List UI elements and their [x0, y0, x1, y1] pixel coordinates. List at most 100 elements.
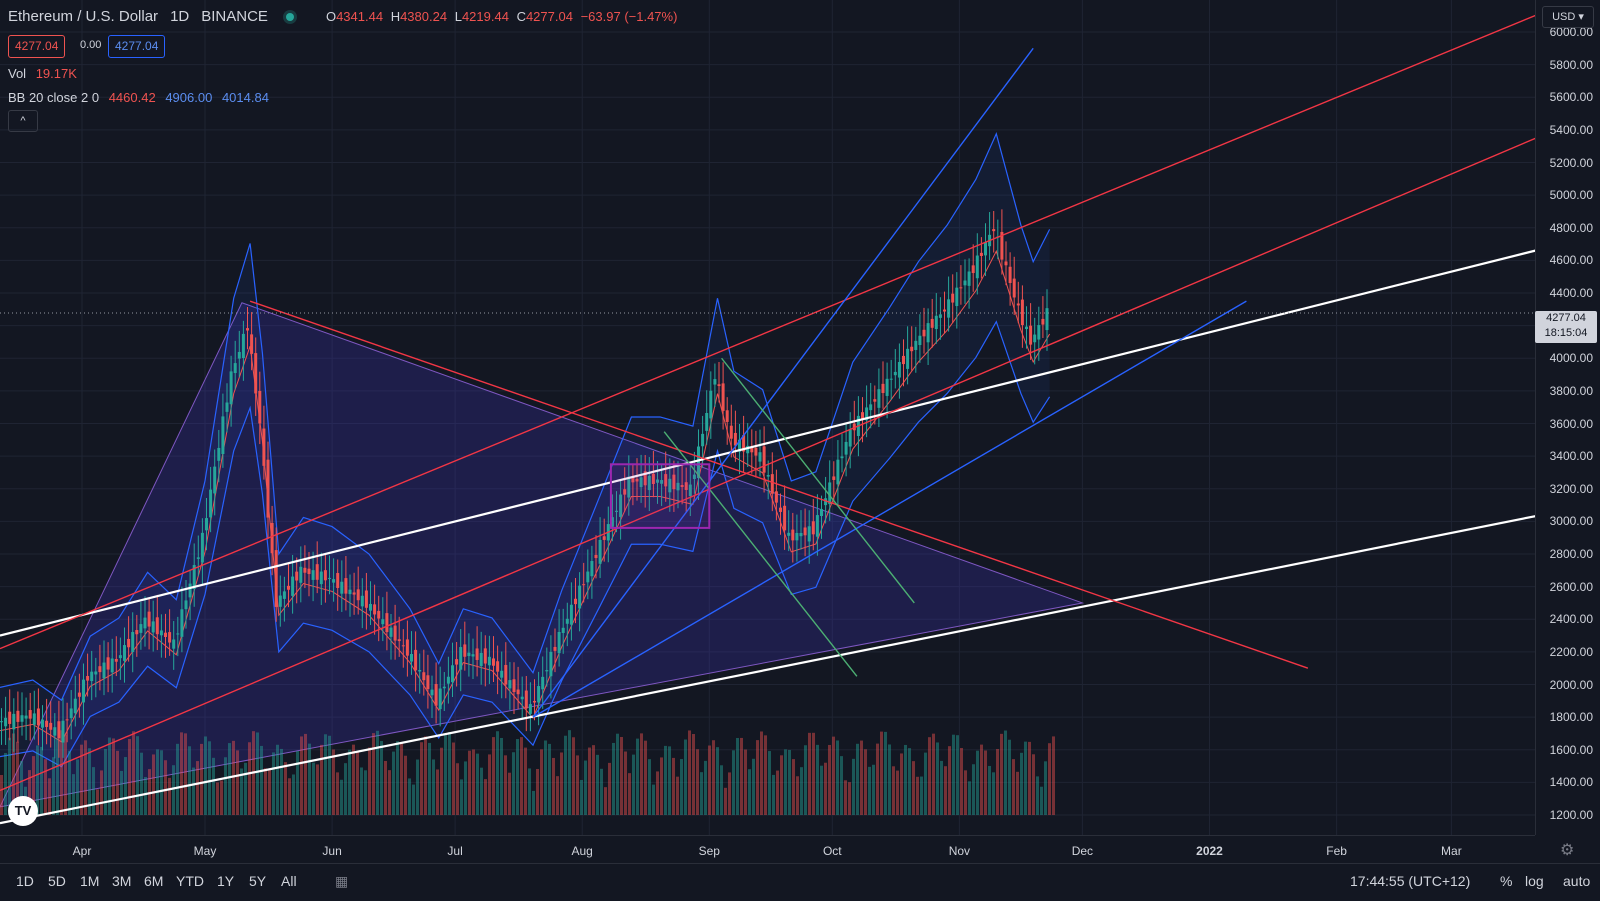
- price-axis-label: 1400.00: [1549, 775, 1593, 790]
- chart-area[interactable]: [0, 0, 1535, 835]
- candle-body: [1025, 326, 1028, 330]
- price-axis-label: 2800.00: [1549, 547, 1593, 561]
- volume-bar: [736, 737, 739, 815]
- candle-body: [438, 688, 442, 710]
- volume-bar: [48, 778, 51, 815]
- timeframe-button[interactable]: 5D: [48, 873, 66, 889]
- candle-body: [512, 679, 516, 693]
- candle-body: [668, 478, 672, 493]
- volume-bar: [288, 778, 291, 815]
- sell-price-box[interactable]: 4277.04: [8, 35, 66, 58]
- candle-body: [221, 416, 225, 455]
- volume-bar: [292, 774, 295, 815]
- timeframe-button[interactable]: All: [281, 873, 297, 889]
- timeframe-button[interactable]: 6M: [144, 873, 164, 889]
- collapse-legend-button[interactable]: ^: [8, 110, 38, 132]
- timeframe-button[interactable]: 3M: [112, 873, 132, 889]
- volume-bar: [628, 773, 631, 815]
- volume-bar: [404, 755, 407, 815]
- candle-body: [455, 659, 459, 665]
- volume-bar: [624, 751, 627, 815]
- candle-body: [196, 557, 200, 559]
- candle-body: [688, 484, 692, 497]
- candle-body: [49, 722, 53, 730]
- volume-bar: [408, 778, 411, 815]
- volume-bar: [528, 768, 531, 815]
- candle-body: [824, 498, 828, 506]
- candle-body: [188, 583, 192, 598]
- gear-icon[interactable]: ⚙: [1560, 842, 1575, 859]
- volume-bar: [960, 747, 963, 815]
- volume-bar: [308, 743, 311, 815]
- candle-body: [123, 645, 126, 661]
- volume-bar: [636, 738, 639, 815]
- candle-body: [992, 229, 996, 232]
- bb-legend[interactable]: BB 20 close 2 0 4460.42 4906.00 4014.84: [8, 90, 269, 105]
- candle-body: [586, 571, 590, 583]
- log-toggle[interactable]: log: [1525, 873, 1544, 889]
- volume-bar: [464, 761, 467, 815]
- candle-body: [360, 595, 364, 607]
- interval[interactable]: 1D: [170, 8, 190, 25]
- price-axis[interactable]: 6000.00 5800.00 5600.00 5400.00 5200.00 5000.…: [1535, 0, 1600, 835]
- candle-body: [414, 649, 418, 671]
- candle-body: [914, 340, 918, 350]
- market-status-icon: [285, 12, 294, 21]
- time-axis[interactable]: Apr May Jun Jul Aug Sep Oct Nov Dec 2022 Feb Mar: [0, 835, 1535, 864]
- timeframe-button[interactable]: YTD: [176, 873, 204, 889]
- volume-bar: [732, 750, 735, 815]
- candle-body: [86, 676, 90, 681]
- candle-body: [524, 690, 528, 709]
- price-axis-label: 3800.00: [1549, 383, 1593, 398]
- volume-bar: [776, 770, 779, 815]
- volume-bar: [632, 754, 635, 815]
- date-range-icon[interactable]: ▦: [335, 873, 349, 889]
- price-chart[interactable]: [0, 0, 1535, 835]
- volume-bar: [1044, 761, 1047, 815]
- candle-body: [73, 698, 77, 714]
- timeframe-button[interactable]: 1M: [80, 873, 100, 889]
- candle-body: [405, 639, 409, 656]
- candle-body: [373, 604, 377, 615]
- volume-bar: [348, 749, 351, 815]
- volume-bar: [584, 760, 587, 815]
- volume-legend[interactable]: Vol 19.17K: [8, 66, 77, 81]
- volume-bar: [760, 731, 763, 815]
- candle-body: [250, 334, 254, 354]
- candle-body: [418, 670, 422, 672]
- candle-body: [602, 536, 606, 540]
- time-axis-label: Jul: [447, 844, 463, 858]
- volume-bar: [932, 733, 935, 815]
- candle-body: [844, 441, 848, 455]
- currency-button[interactable]: USD ▾: [1542, 6, 1594, 28]
- volume-bar: [856, 743, 859, 815]
- candle-body: [820, 509, 823, 517]
- percent-toggle[interactable]: %: [1500, 873, 1513, 889]
- buy-price-box[interactable]: 4277.04: [108, 35, 166, 58]
- timeframe-button[interactable]: 1Y: [217, 873, 235, 889]
- volume-bar: [480, 767, 483, 815]
- symbol-name[interactable]: Ethereum / U.S. Dollar: [8, 8, 159, 25]
- timeframe-button[interactable]: 5Y: [249, 873, 267, 889]
- price-axis-label: 5400.00: [1549, 122, 1593, 137]
- auto-toggle[interactable]: auto: [1563, 873, 1591, 889]
- volume-bar: [424, 736, 427, 815]
- timeframe-button[interactable]: 1D: [16, 873, 34, 889]
- candle-body: [205, 518, 208, 531]
- price-axis-label: 3200.00: [1549, 481, 1593, 496]
- candle-body: [483, 648, 487, 664]
- volume-bar: [500, 737, 503, 815]
- candle-body: [643, 471, 647, 486]
- candle-body: [729, 425, 733, 439]
- volume-bar: [204, 736, 207, 815]
- volume-bar: [324, 734, 327, 815]
- price-axis-label: 5000.00: [1549, 188, 1593, 203]
- candle-body: [1041, 318, 1045, 325]
- volume-bar: [316, 764, 319, 815]
- volume-bar: [884, 731, 887, 815]
- volume-bar: [60, 730, 63, 815]
- candle-body: [922, 329, 926, 337]
- volume-bar: [412, 784, 415, 815]
- candle-body: [184, 600, 188, 610]
- volume-bar: [420, 742, 423, 815]
